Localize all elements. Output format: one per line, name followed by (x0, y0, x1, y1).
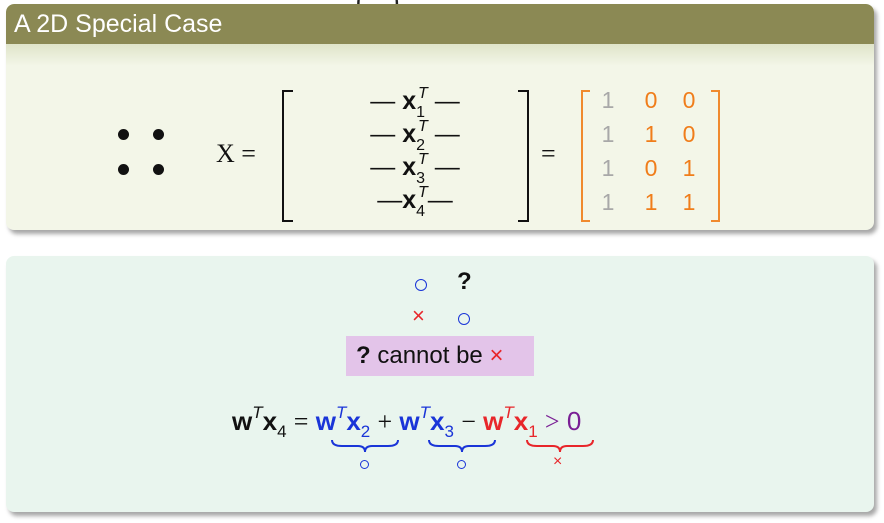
right-bracket (518, 90, 529, 222)
circle-marker-icon (458, 313, 470, 325)
data-point-dot (118, 129, 129, 140)
matrix-row-3: — x3 T — (335, 151, 495, 187)
highlight-text: ? cannot be × (356, 342, 503, 370)
eq-t2-sub: 3 (444, 422, 454, 441)
eq-lhs-sup: T (252, 403, 263, 422)
circle-marker-icon (360, 460, 369, 469)
highlight-box (346, 336, 534, 376)
matrix-cell: 0 (682, 121, 696, 147)
eq-t2-w: w (399, 406, 420, 436)
matrix-cell: 1 (601, 189, 615, 215)
eq-t2-x: x (430, 406, 445, 436)
row-sub: 4 (416, 203, 426, 220)
eq-zero: 0 (566, 406, 582, 436)
data-point-dot (153, 129, 164, 140)
matrix-cell: 0 (644, 155, 658, 181)
dash-left: — (377, 186, 403, 214)
eq-t3-sub: 1 (528, 422, 538, 441)
dash-right: — (434, 87, 460, 115)
dash-right: — (434, 153, 460, 181)
vector-x: x (402, 153, 417, 181)
cross-marker-icon: × (412, 303, 425, 328)
eq-t3-sup: T (503, 403, 514, 422)
highlight-label: cannot be (377, 342, 483, 369)
row-sub: 2 (416, 137, 426, 154)
eq-equals: = (293, 407, 309, 436)
matrix-cell: 1 (682, 189, 696, 215)
matrix-left-bracket (581, 90, 590, 222)
row-sub: 3 (416, 170, 426, 187)
eq-t1-sup: T (335, 403, 347, 422)
eq-t3-w: w (483, 406, 504, 436)
highlight-question: ? (356, 342, 371, 369)
dash-left: — (370, 120, 396, 148)
row-sup: T (418, 85, 428, 102)
eq-minus: − (461, 407, 476, 436)
left-bracket (282, 90, 293, 222)
circle-marker-icon (457, 460, 466, 469)
eq-t1-w: w (315, 406, 336, 436)
x-label: X = (216, 139, 256, 168)
unknown-marker: ? (457, 268, 472, 295)
matrix-cell: 1 (644, 121, 658, 147)
dash-left: — (370, 87, 396, 115)
vector-x: x (402, 186, 417, 214)
matrix-row-1: — x1 T — (335, 85, 495, 121)
underbrace-blue-2 (428, 439, 496, 453)
row-sup: T (418, 151, 428, 168)
vector-x: x (402, 120, 417, 148)
cross-icon: × (489, 342, 504, 369)
matrix-cell: 1 (644, 189, 658, 215)
matrix-row-2: — x2 T — (335, 118, 495, 154)
row-sup: T (418, 118, 428, 135)
data-point-dot (118, 164, 129, 175)
eq-t3-x: x (513, 406, 529, 436)
analysis-block (6, 256, 874, 512)
vector-x: x (402, 87, 417, 115)
circle-marker-icon (415, 279, 427, 291)
matrix-right-bracket (711, 90, 720, 222)
matrix-row-4: —x4T— (335, 184, 495, 220)
eq-lhs-w: w (232, 406, 253, 436)
equals-sign: = (541, 139, 556, 168)
dash-left: — (370, 153, 396, 181)
eq-plus: + (377, 407, 393, 436)
eq-t1-sub: 2 (360, 422, 371, 441)
dash-right: — (434, 120, 460, 148)
eq-greater: > (544, 407, 560, 436)
eq-t2-sup: T (419, 403, 431, 422)
matrix-cell: 1 (601, 155, 615, 181)
block-title: A 2D Special Case (6, 4, 874, 44)
dash-right: — (427, 186, 453, 214)
row-sup: T (418, 184, 428, 201)
underbrace-blue-1 (331, 439, 399, 453)
data-point-dot (153, 164, 164, 175)
matrix-cell: 1 (601, 121, 615, 147)
eq-t1-x: x (346, 406, 361, 436)
special-case-block: A 2D Special Case (6, 4, 874, 230)
matrix-cell: 0 (644, 87, 658, 113)
matrix-cell: 1 (601, 87, 615, 113)
eq-lhs-sub: 4 (277, 422, 287, 441)
cross-marker-icon: × (553, 453, 563, 470)
equation: wTx4 = wTx2 + wTx3 − wTx1 > 0 (232, 403, 582, 441)
row-sub: 1 (416, 104, 426, 121)
matrix-cell: 1 (682, 155, 696, 181)
title-gradient (6, 44, 874, 66)
eq-lhs-x: x (262, 406, 278, 436)
underbrace-red (526, 439, 594, 453)
matrix-cell: 0 (682, 87, 696, 113)
